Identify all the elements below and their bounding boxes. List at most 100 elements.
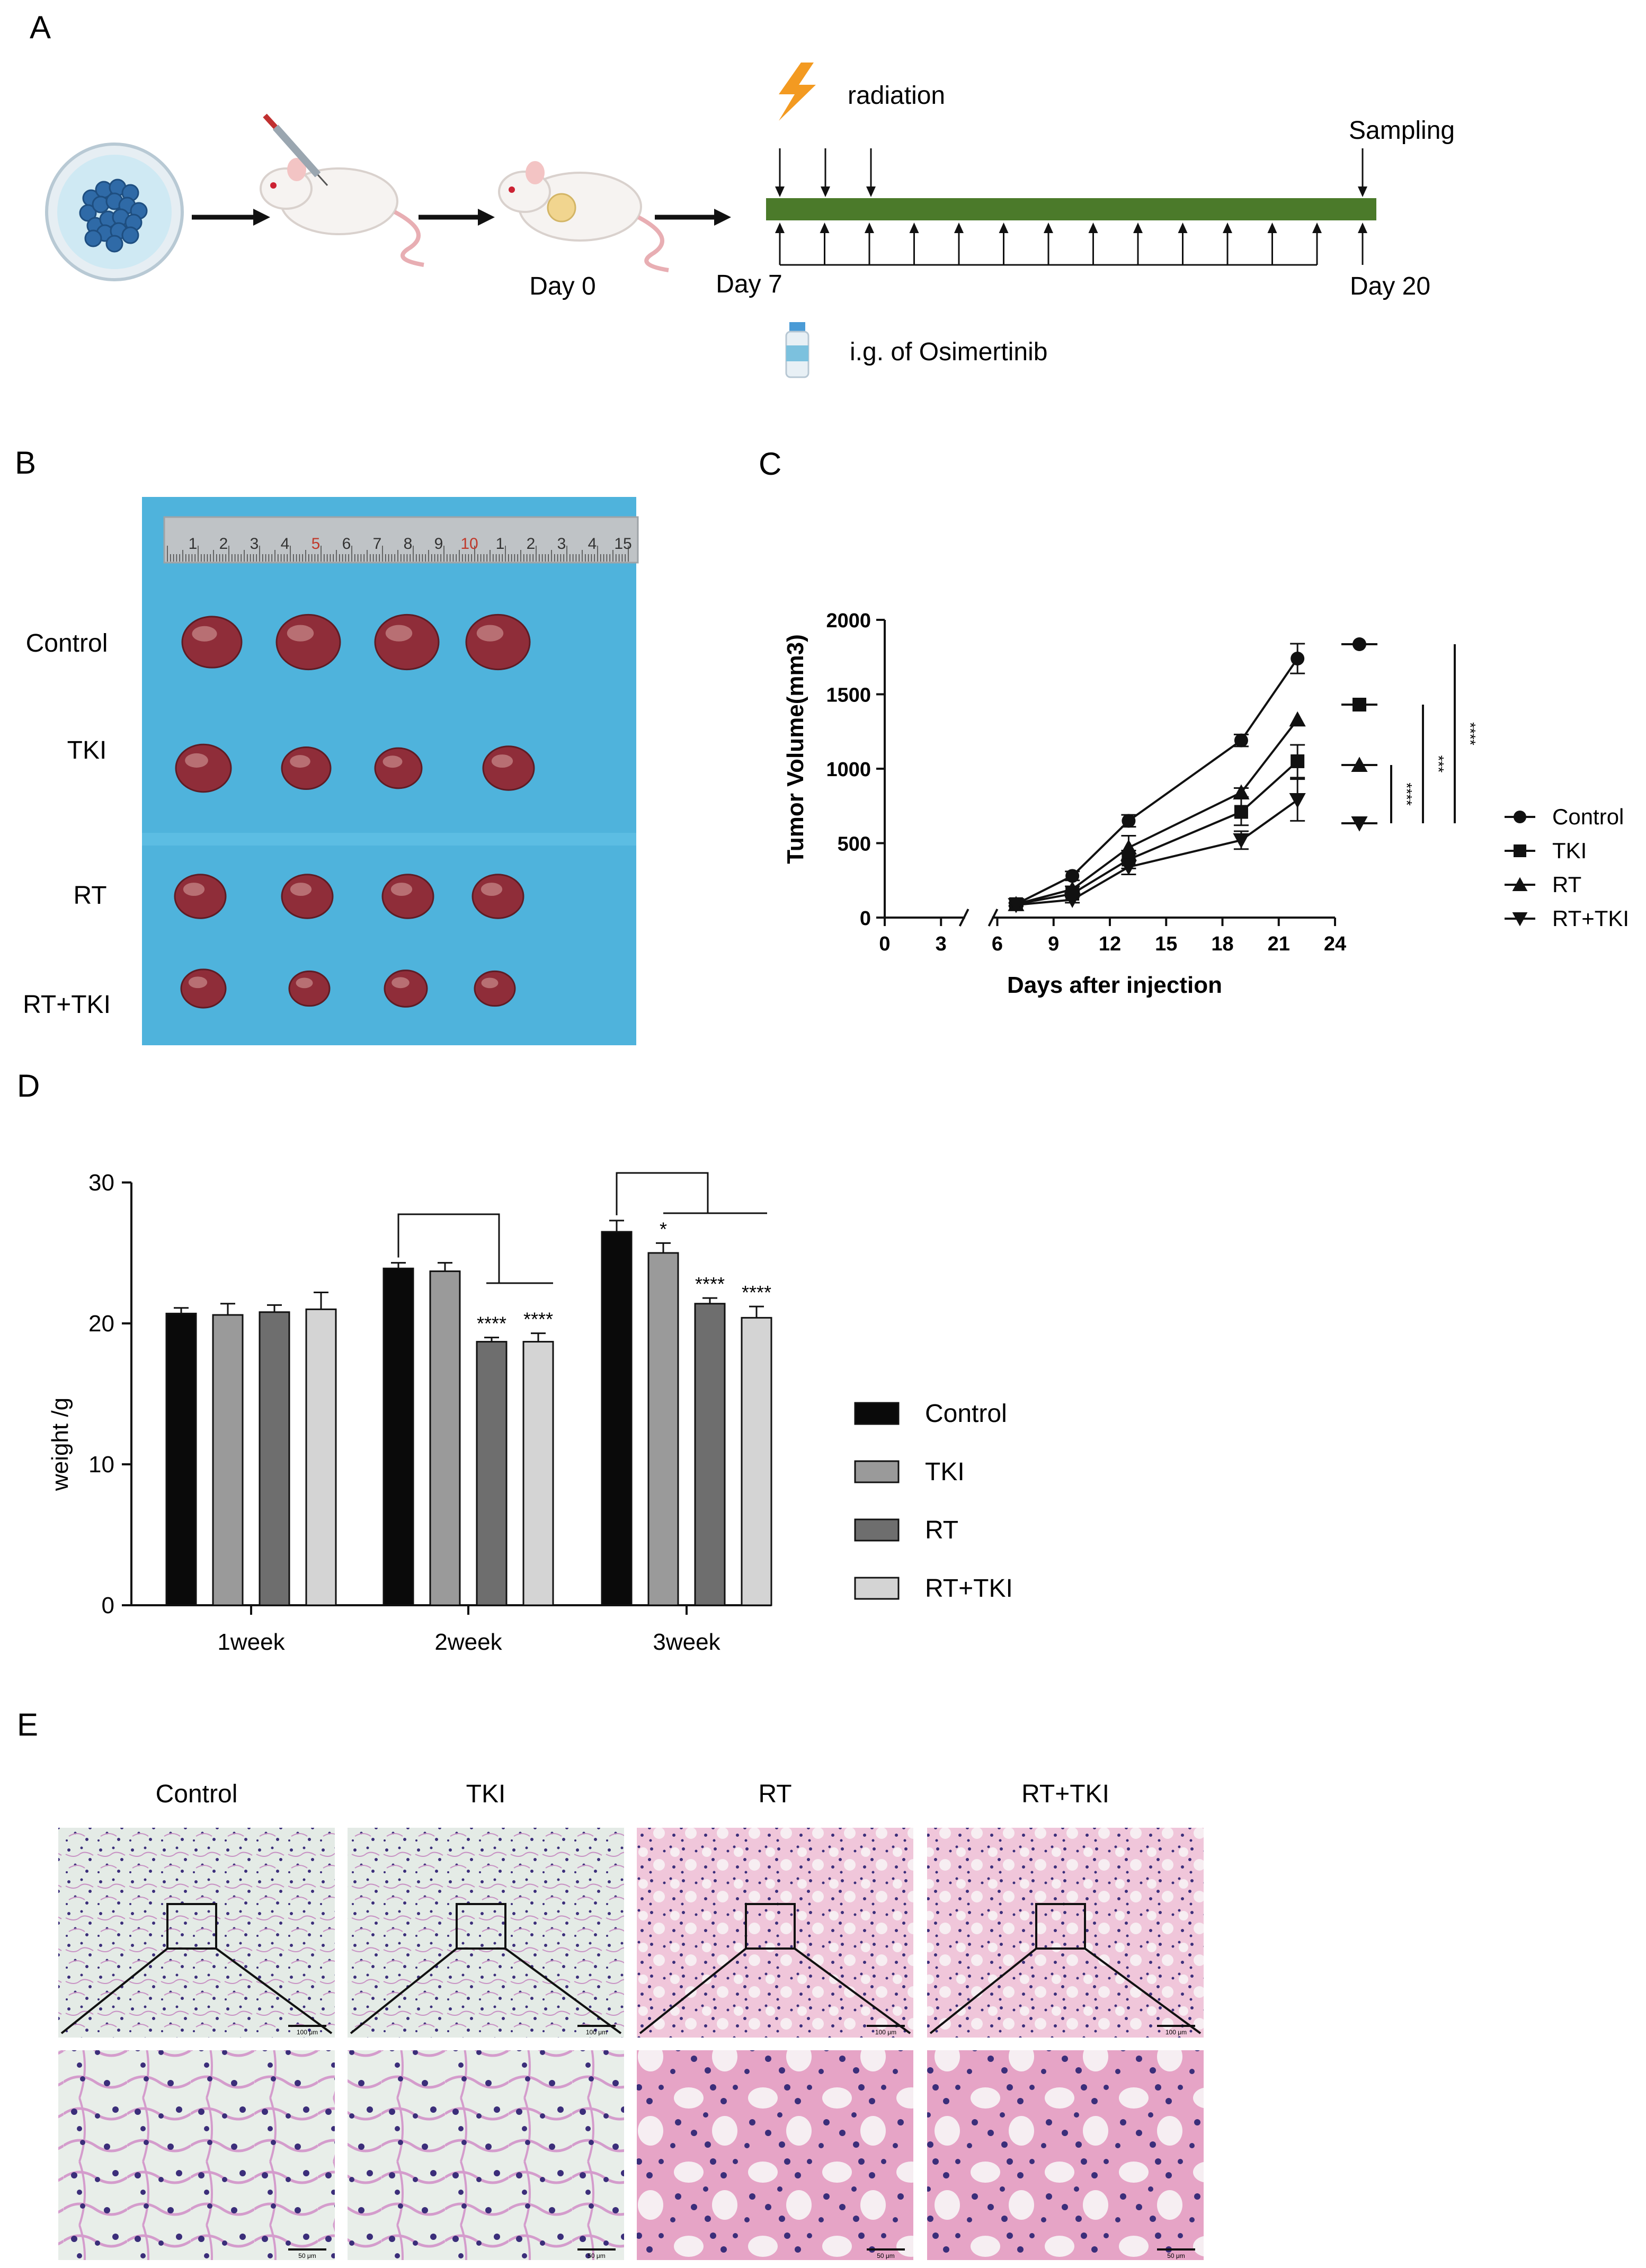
significance-label: ****: [477, 1313, 506, 1335]
marker-square: [1353, 698, 1366, 711]
tumor-highlight: [192, 626, 217, 642]
zoom-box: [745, 1903, 796, 1950]
marker-triangle-down: [1064, 893, 1081, 908]
drug-arrowhead: [909, 223, 919, 233]
drug-arrowhead: [999, 223, 1009, 233]
ruler-label: 8: [404, 535, 413, 553]
drug-arrowhead: [1088, 223, 1098, 233]
marker-circle: [1291, 652, 1305, 666]
drug-arrowhead: [865, 223, 874, 233]
legend-label: RT: [925, 1516, 958, 1544]
significance-label: ****: [1399, 782, 1415, 806]
x-tick-label: 24: [1324, 933, 1346, 955]
tumors: [174, 613, 535, 1009]
tumor-highlight: [290, 755, 310, 768]
cell-icon: [105, 235, 123, 253]
ruler-label: 5: [312, 535, 321, 553]
lightning-icon: [779, 63, 816, 121]
drug-arrowhead: [1312, 223, 1322, 233]
ruler-ticks: [167, 546, 629, 562]
bar-control: [601, 1231, 633, 1606]
histology-grid: Control 100 μm 50 μm TKI 100 μm 50 μm RT 100 μm…: [58, 1780, 1204, 2260]
bar-tki: [212, 1314, 244, 1606]
tumor-sample: [374, 747, 423, 789]
tumor-sample: [465, 613, 531, 671]
drug-arrowhead: [775, 223, 785, 233]
ruler-label: 3: [557, 535, 566, 553]
significance-label: ****: [1462, 722, 1479, 745]
ruler-label: 1: [189, 535, 198, 553]
ruler-label: 7: [373, 535, 382, 553]
ruler-label: 4: [588, 535, 597, 553]
panel-a-letter: A: [30, 10, 51, 45]
day20-arrowhead: [1358, 223, 1367, 233]
tumor-sample: [175, 743, 232, 793]
drug-arrowhead: [954, 223, 964, 233]
tumor-sample: [275, 613, 341, 671]
bar-rt: [259, 1311, 290, 1606]
tumor-sample: [374, 613, 440, 671]
tumor-sample: [288, 970, 331, 1007]
significance-label: *: [660, 1218, 667, 1240]
zoom-line: [639, 1947, 747, 2034]
legend-label: Control: [1552, 804, 1624, 829]
tumor-highlight: [287, 625, 314, 642]
radiation-arrowhead: [775, 186, 785, 197]
bar-rt: [694, 1303, 726, 1606]
marker-triangle-up: [1289, 711, 1306, 727]
tumor-highlight: [296, 977, 313, 989]
series-rt-tki: [1008, 778, 1306, 913]
marker-triangle-up: [1233, 784, 1250, 799]
scale-bar-label: 50 μm: [1167, 2252, 1185, 2260]
zoom-line: [215, 1947, 333, 2034]
ruler-label: 6: [342, 535, 351, 553]
tumor-highlight: [382, 755, 403, 768]
arrow-1-head: [253, 209, 270, 226]
legend-label: RT+TKI: [1552, 906, 1629, 931]
zoom-box: [1035, 1903, 1086, 1950]
drug-label: i.g. of Osimertinib: [850, 338, 1047, 366]
marker-triangle-up: [1351, 757, 1368, 772]
zoom-line: [504, 1947, 622, 2034]
bar-rt-tki: [522, 1341, 554, 1606]
x-tick-label: 9: [1048, 933, 1059, 955]
bar-rt: [476, 1341, 508, 1606]
zoom-line: [350, 1947, 458, 2034]
line-chart-legend: Control TKI RT RT+TKI: [1505, 804, 1629, 931]
series-control: [1008, 643, 1305, 911]
marker-circle: [1353, 637, 1366, 651]
axis-break-mark: [958, 909, 969, 927]
scale-bar-label: 100 μm: [1165, 2029, 1187, 2036]
drug-arrowhead: [820, 223, 830, 233]
scale-bar-label: 50 μm: [298, 2252, 316, 2260]
tumor-sample: [281, 874, 334, 919]
radiation-arrowhead: [866, 186, 876, 197]
radiation-arrowhead: [821, 186, 830, 197]
panel-c-letter: C: [759, 446, 781, 482]
panel-b: B 1 2 3 4 5 6 7 8 9 10 1 2 3 4 15 Control TKI RT RT+TK…: [15, 445, 639, 1045]
bar-control: [382, 1267, 414, 1606]
tumor-sample: [471, 874, 524, 919]
zoom-box: [456, 1903, 506, 1950]
tumor-sample: [281, 746, 332, 790]
marker-triangle-down: [1120, 860, 1137, 876]
ruler-label: 10: [460, 535, 478, 553]
day7-label: Day 7: [716, 270, 782, 298]
y-tick-label: 30: [88, 1170, 114, 1196]
radiation-arrows: [775, 148, 1367, 197]
panel-e-letter: E: [17, 1707, 38, 1742]
mouse-injection-icon: [260, 113, 424, 267]
zoom-line: [1084, 1947, 1202, 2034]
significance-label: ****: [742, 1282, 771, 1303]
tumor-highlight: [392, 977, 410, 989]
arrow-3-head: [714, 209, 731, 226]
marker-triangle-down: [1233, 833, 1250, 849]
tumor-highlight: [491, 754, 513, 768]
tumor-highlight: [481, 977, 499, 989]
series-line: [1016, 799, 1298, 906]
marker-triangle-down: [1289, 793, 1306, 808]
photo-seam: [142, 833, 636, 846]
tumor-sample: [381, 874, 434, 919]
scale-bar-label: 50 μm: [588, 2252, 606, 2260]
